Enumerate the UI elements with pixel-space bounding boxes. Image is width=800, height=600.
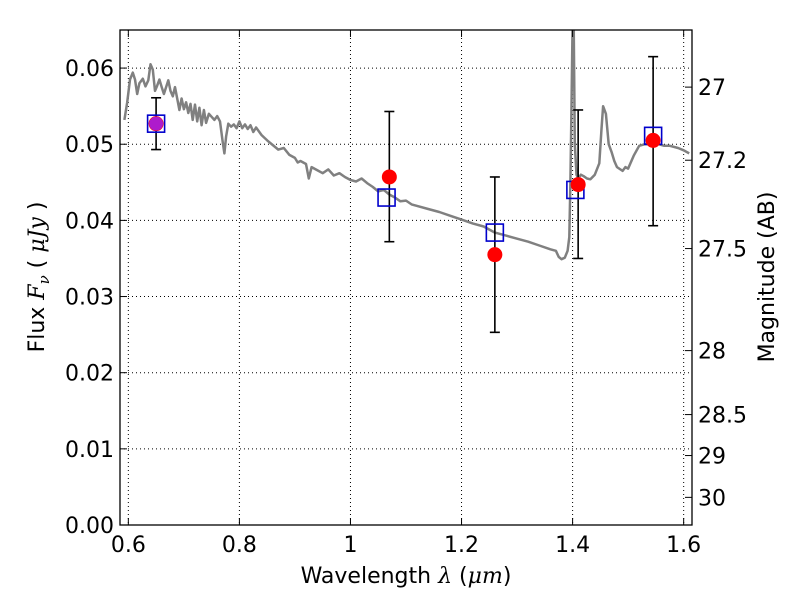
x-axis-label: Wavelength λ (μm) — [301, 564, 512, 589]
y2-tick-label: 28 — [698, 340, 726, 365]
y2-axis-label: Magnitude (AB) — [755, 192, 780, 363]
observed-point — [570, 177, 586, 193]
ticks: 0.6 0.8 1 1.2 1.4 1.6 0.00 0.01 0.02 0.03 0.04 0.05… — [65, 30, 747, 558]
y-tick-label: 0.04 — [65, 209, 114, 234]
y-tick-label: 0.06 — [65, 57, 114, 82]
y2-tick-label: 28.5 — [698, 404, 747, 429]
x-tick-label: 1.4 — [555, 533, 590, 558]
x-tick-label: 0.8 — [222, 533, 257, 558]
plot-area — [120, 30, 692, 525]
y-tick-label: 0.02 — [65, 362, 114, 387]
observed-point — [487, 247, 503, 263]
y-tick-label: 0.03 — [65, 286, 114, 311]
observed-point — [645, 132, 661, 148]
y2-tick-label: 30 — [698, 486, 726, 511]
points-layer — [146, 55, 663, 334]
synthetic-point-square — [146, 114, 166, 133]
y2-tick-label: 29 — [698, 445, 726, 470]
x-tick-label: 1.2 — [444, 533, 479, 558]
y2-tick-label: 27.5 — [698, 238, 747, 263]
observed-point — [381, 169, 397, 185]
y-tick-label: 0.00 — [65, 514, 114, 539]
spectrum-layer — [123, 30, 690, 261]
model-spectrum-line — [123, 30, 690, 261]
y-tick-label: 0.01 — [65, 438, 114, 463]
x-tick-label: 0.6 — [111, 533, 146, 558]
y2-tick-label: 27 — [698, 76, 726, 101]
plot-frame — [119, 29, 693, 526]
synthetic-point-square — [377, 188, 396, 207]
observed-point-overlap — [149, 116, 164, 131]
synthetic-point-square — [485, 223, 505, 242]
x-tick-label: 1 — [343, 533, 357, 558]
y2-tick-label: 27.2 — [698, 149, 747, 174]
y-tick-label: 0.05 — [65, 133, 114, 158]
y-axis-label: Flux Fν ( μJy ) — [25, 202, 53, 353]
x-tick-label: 1.6 — [666, 533, 701, 558]
